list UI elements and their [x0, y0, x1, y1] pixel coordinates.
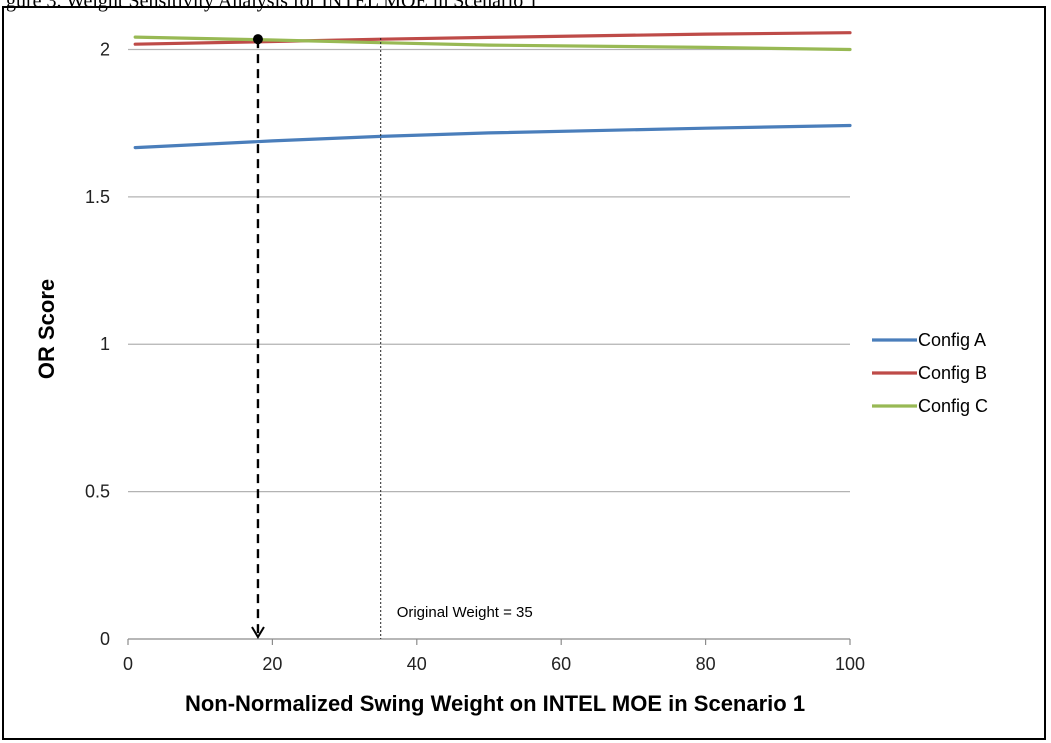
y-tick-label: 0.5 — [85, 482, 110, 502]
y-tick-label: 1.5 — [85, 187, 110, 207]
y-tick-label: 1 — [100, 334, 110, 354]
series-layer — [133, 31, 852, 150]
series-line-config-c — [133, 35, 852, 52]
arrow-head — [251, 626, 265, 639]
x-tick-label: 0 — [123, 654, 133, 674]
legend-label: Config B — [918, 363, 987, 383]
y-tick-label: 2 — [100, 39, 110, 59]
x-axis-title: Non-Normalized Swing Weight on INTEL MOE… — [185, 691, 805, 716]
series-line-config-b — [133, 31, 852, 46]
gridlines — [127, 48, 851, 645]
x-tick-label: 20 — [262, 654, 282, 674]
original-weight-label: Original Weight = 35 — [397, 604, 533, 621]
series-line-config-a — [133, 123, 852, 150]
x-tick-label: 60 — [551, 654, 571, 674]
x-tick-label: 100 — [835, 654, 865, 674]
y-axis-title: OR Score — [34, 279, 59, 379]
legend-label: Config A — [918, 330, 986, 350]
top-caption-fragment: gure 3. Weight Sensitivity Analysis for … — [6, 0, 538, 12]
legend-label: Config C — [918, 396, 988, 416]
arrow-start-dot — [252, 34, 263, 45]
legend: Config A Config B Config C — [872, 330, 988, 416]
x-tick-label: 80 — [696, 654, 716, 674]
tick-labels: 00.511.520 20 40 60 80 100 — [85, 39, 865, 674]
x-tick-label: 40 — [407, 654, 427, 674]
annotations: Original Weight = 35 — [251, 34, 533, 639]
y-tick-label: 0 — [100, 629, 110, 649]
